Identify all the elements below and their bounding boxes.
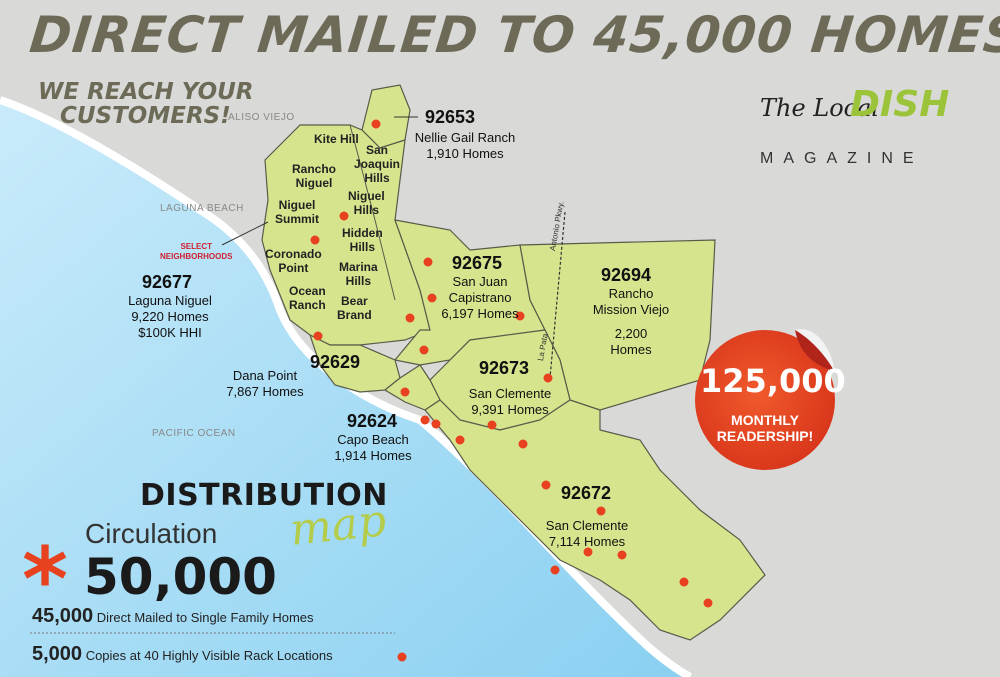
rack-dot — [596, 506, 606, 516]
logo-script: The Local — [760, 94, 880, 122]
readership-label: MONTHLY READERSHIP! — [716, 412, 814, 444]
rack-dot — [420, 415, 430, 425]
neighborhood-marina-hills: Marina Hills — [339, 260, 378, 288]
direct-mailed-line: 45,000 Direct Mailed to Single Family Ho… — [32, 605, 314, 627]
select-neighborhoods-label: SELECT NEIGHBORHOODS — [160, 242, 233, 261]
rack-dot — [419, 345, 429, 355]
circulation-number: 50,000 — [84, 548, 277, 606]
rack-locations-line: 5,000 Copies at 40 Highly Visible Rack L… — [32, 643, 333, 665]
asterisk-icon: * — [22, 528, 69, 631]
rack-dot — [487, 420, 497, 430]
city-label-aliso-viejo: ALISO VIEJO — [228, 112, 295, 123]
zip-92672: 92672 — [561, 483, 612, 503]
neighborhood-niguel-summit: Niguel Summit — [275, 198, 320, 226]
circulation-label: Circulation — [85, 518, 218, 549]
zone-92653-info: Nellie Gail Ranch 1,910 Homes — [414, 130, 516, 161]
zone-92673-info: San Clemente 9,391 Homes — [468, 386, 552, 417]
zip-92673: 92673 — [479, 358, 530, 378]
neighborhood-niguel-hills: Niguel Hills — [348, 189, 385, 217]
zip-92624: 92624 — [347, 411, 398, 431]
rack-dot — [550, 565, 560, 575]
rack-dot — [427, 293, 437, 303]
map-regions — [261, 84, 766, 641]
neighborhood-ocean-ranch: Ocean Ranch — [289, 284, 326, 312]
city-label-pacific-ocean: PACIFIC OCEAN — [152, 428, 236, 439]
zone-92677-info: Laguna Niguel 9,220 Homes $100K HHI — [128, 293, 212, 340]
subheadline-line-1: WE REACH YOUR — [38, 79, 254, 105]
zip-92675: 92675 — [452, 253, 503, 273]
neighborhood-bear-brand: Bear Brand — [337, 294, 372, 322]
rack-dot — [541, 480, 551, 490]
zip-92694: 92694 — [601, 265, 652, 285]
neighborhood-san-joaquin-hills: San Joaquin Hills — [354, 143, 401, 185]
ocean — [0, 100, 690, 677]
rack-dot — [455, 435, 465, 445]
logo-tag: MAGAZINE — [760, 150, 924, 167]
rack-dot — [313, 331, 323, 341]
zone-92624-info: Capo Beach 1,914 Homes — [334, 432, 412, 463]
rack-dot — [400, 387, 410, 397]
zip-92653: 92653 — [425, 107, 476, 127]
neighborhood-hidden-hills: Hidden Hills — [342, 226, 383, 254]
neighborhood-kite-hill: Kite Hill — [314, 132, 359, 146]
rack-dot — [583, 547, 593, 557]
distribution-script: map — [287, 495, 389, 556]
rack-dot — [543, 373, 553, 383]
rack-dot — [703, 598, 713, 608]
zip-92677: 92677 — [142, 272, 193, 292]
neighborhood-rancho-niguel: Rancho Niguel — [292, 162, 337, 190]
zone-92672-info: San Clemente 7,114 Homes — [545, 518, 629, 549]
headline: DIRECT MAILED TO 45,000 HOMES — [26, 6, 1000, 64]
rack-location-dots — [310, 119, 713, 608]
select-neighborhoods-pointer — [221, 221, 269, 246]
distribution-title: DISTRIBUTION — [140, 478, 388, 513]
rack-dot — [431, 419, 441, 429]
legend-rack-dot — [397, 652, 407, 662]
rack-dot — [518, 439, 528, 449]
zip-92629: 92629 — [310, 352, 361, 372]
rack-dot — [617, 550, 627, 560]
rack-dot — [339, 211, 349, 221]
readership-number: 125,000 — [700, 362, 846, 400]
zone-92694-info: Rancho Mission Viejo 2,200 Homes — [592, 286, 670, 357]
rack-dot — [310, 235, 320, 245]
zone-92629-info: Dana Point 7,867 Homes — [226, 368, 304, 399]
logo-brand: DISH — [850, 84, 950, 125]
rack-dot — [515, 311, 525, 321]
rack-dot — [679, 577, 689, 587]
rack-dot — [423, 257, 433, 267]
zone-92675-info: San Juan Capistrano 6,197 Homes — [441, 274, 519, 321]
rack-dot — [405, 313, 415, 323]
rack-dot — [371, 119, 381, 129]
subheadline-line-2: CUSTOMERS! — [60, 103, 231, 129]
region-92624 — [383, 364, 441, 411]
antonio-pkwy-line — [549, 211, 566, 379]
neighborhood-boundary — [349, 124, 396, 301]
neighborhood-coronado-point: Coronado Point — [265, 247, 322, 275]
readership-sticker — [695, 329, 835, 470]
city-label-laguna-beach: LAGUNA BEACH — [160, 203, 244, 214]
